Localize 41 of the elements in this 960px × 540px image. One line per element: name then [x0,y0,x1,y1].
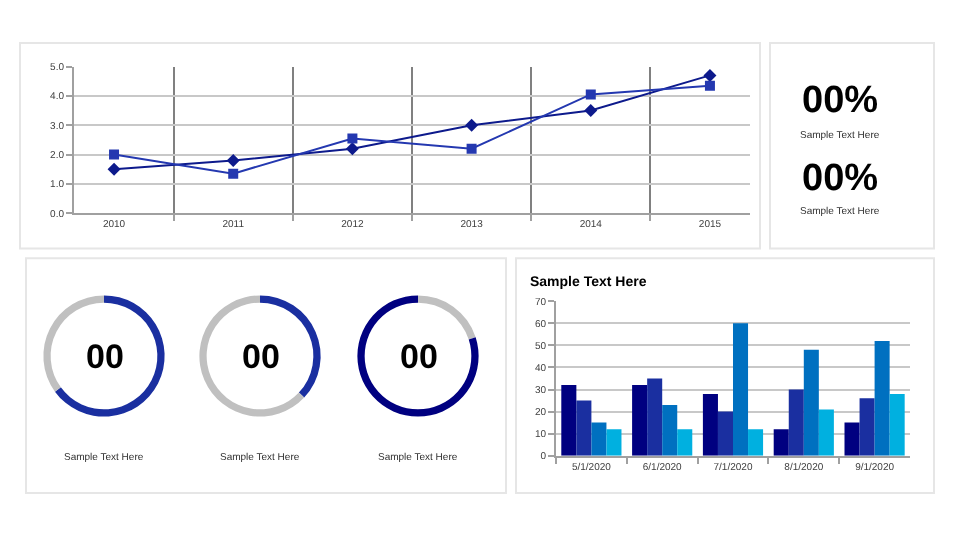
donut-slice [54,295,165,417]
text: 00% [802,80,879,122]
bar [576,400,592,456]
bar [803,349,819,456]
donut-slice [357,295,479,417]
point [347,133,358,144]
point [704,80,715,91]
point [226,153,240,167]
point [345,142,359,156]
bar [889,393,905,456]
bar [874,340,890,456]
point [703,68,717,82]
donut-slice [418,295,476,340]
bar [748,429,764,456]
bar [702,393,718,456]
bar [733,323,749,456]
bar [662,404,678,456]
bar [632,385,648,456]
bar [647,378,663,456]
donut-slice [199,295,305,417]
bar [788,389,804,456]
text: 00 [242,338,280,376]
point [107,162,121,176]
bar [859,398,875,456]
point [466,143,477,154]
bar [561,385,577,456]
bar [717,411,733,456]
bar [773,429,789,456]
text: 00 [86,338,124,376]
point [109,149,120,160]
text: 00 [400,338,438,376]
text: 00% [802,158,879,200]
bar [591,422,607,456]
point [228,168,239,179]
point [585,89,596,100]
point [465,118,479,132]
point [584,104,598,118]
bar [844,422,860,456]
bar [606,429,622,456]
bar [677,429,693,456]
bar [818,409,834,456]
